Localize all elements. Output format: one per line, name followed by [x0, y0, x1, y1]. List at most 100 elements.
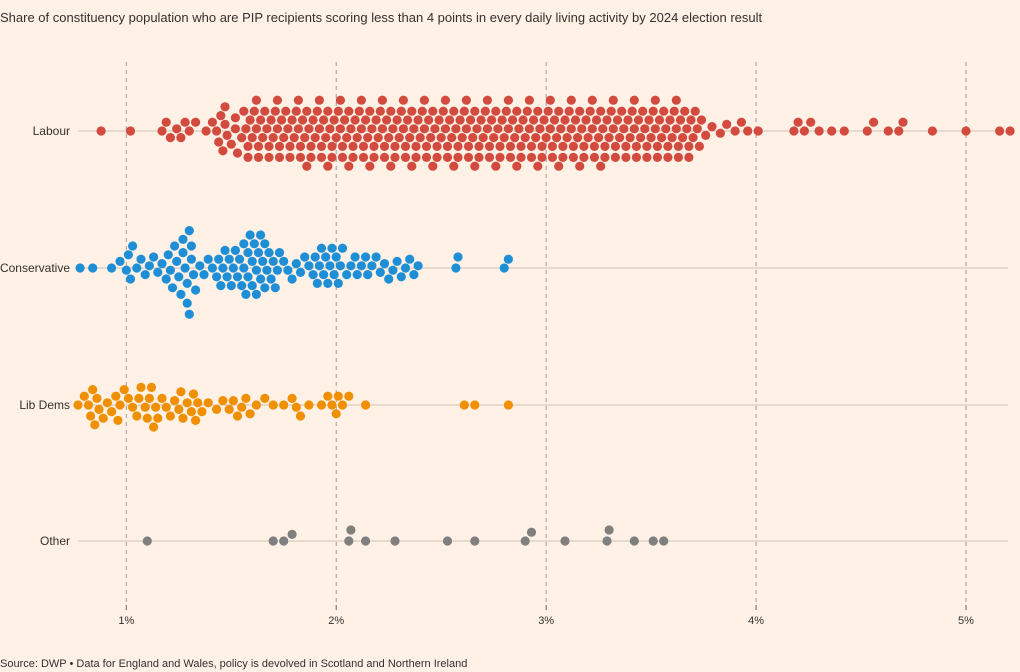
- data-point: [134, 393, 144, 403]
- data-point: [424, 115, 434, 125]
- data-point: [344, 161, 354, 171]
- data-point: [212, 272, 222, 282]
- data-point: [161, 274, 171, 284]
- data-point: [222, 272, 232, 282]
- data-point: [663, 152, 673, 162]
- data-point: [274, 248, 285, 258]
- data-point: [566, 124, 576, 134]
- data-point: [264, 141, 274, 151]
- data-point: [581, 115, 591, 125]
- data-point: [337, 141, 348, 151]
- data-point: [522, 106, 532, 116]
- data-point: [218, 146, 228, 156]
- data-point: [400, 141, 411, 151]
- data-point: [342, 270, 352, 280]
- data-point: [218, 396, 228, 406]
- data-point: [484, 152, 495, 162]
- data-point: [545, 95, 555, 105]
- data-point: [629, 536, 639, 546]
- data-point: [279, 256, 289, 266]
- data-point: [176, 289, 186, 299]
- data-point: [188, 389, 199, 399]
- data-point: [325, 261, 335, 271]
- data-point: [701, 130, 711, 140]
- data-point: [256, 115, 266, 125]
- data-point: [293, 124, 303, 134]
- data-point: [308, 115, 318, 125]
- data-point: [514, 124, 524, 134]
- data-point: [291, 259, 301, 269]
- data-point: [356, 261, 366, 271]
- data-point: [232, 148, 243, 158]
- data-point: [123, 250, 133, 260]
- data-point: [413, 115, 423, 125]
- data-point: [283, 265, 293, 275]
- data-point: [344, 536, 354, 546]
- data-point: [799, 126, 810, 136]
- data-point: [113, 415, 123, 425]
- data-point: [652, 152, 663, 162]
- data-point: [191, 117, 201, 127]
- data-point: [180, 263, 190, 273]
- data-point: [220, 102, 230, 112]
- data-point: [659, 106, 669, 116]
- data-point: [251, 265, 261, 275]
- data-point: [482, 124, 492, 134]
- data-point: [684, 152, 694, 162]
- data-point: [300, 133, 310, 143]
- data-point: [600, 152, 610, 162]
- data-point: [304, 124, 314, 134]
- data-point: [558, 152, 568, 162]
- data-point: [316, 400, 327, 410]
- data-point: [247, 256, 257, 266]
- data-point: [361, 252, 371, 262]
- data-point: [132, 411, 142, 421]
- data-point: [144, 261, 154, 271]
- data-point: [661, 124, 671, 134]
- data-point: [927, 126, 938, 136]
- data-point: [178, 234, 188, 244]
- data-point: [182, 298, 192, 308]
- chart-title: Share of constituency population who are…: [0, 10, 763, 25]
- data-point: [243, 272, 253, 282]
- data-point: [499, 263, 509, 273]
- data-point: [361, 400, 371, 410]
- data-point: [560, 536, 570, 546]
- data-point: [390, 141, 400, 151]
- data-point: [827, 126, 837, 136]
- data-point: [367, 124, 377, 134]
- data-point: [995, 126, 1005, 136]
- data-point: [663, 141, 673, 151]
- data-point: [682, 124, 692, 134]
- data-point: [398, 124, 408, 134]
- data-point: [274, 141, 285, 151]
- data-point: [417, 106, 427, 116]
- data-point: [272, 124, 282, 134]
- data-point: [125, 126, 136, 136]
- data-point: [266, 274, 276, 284]
- data-point: [319, 115, 329, 125]
- data-point: [356, 95, 366, 105]
- data-point: [373, 133, 383, 143]
- data-point: [243, 141, 253, 151]
- data-point: [300, 252, 310, 262]
- data-point: [409, 270, 419, 280]
- category-baselines: [78, 130, 1008, 542]
- data-point: [505, 141, 516, 151]
- data-point: [365, 161, 375, 171]
- data-point: [474, 141, 484, 151]
- data-point: [146, 382, 157, 392]
- data-point: [321, 252, 331, 262]
- data-point: [186, 407, 196, 417]
- data-point: [224, 404, 234, 414]
- data-point: [644, 115, 654, 125]
- data-point: [149, 252, 159, 262]
- data-point: [224, 254, 234, 264]
- data-point: [367, 261, 377, 271]
- data-point: [388, 265, 398, 275]
- data-point: [384, 133, 394, 143]
- data-point: [75, 263, 85, 273]
- data-point: [654, 115, 665, 125]
- data-point: [388, 124, 398, 134]
- data-point: [352, 270, 362, 280]
